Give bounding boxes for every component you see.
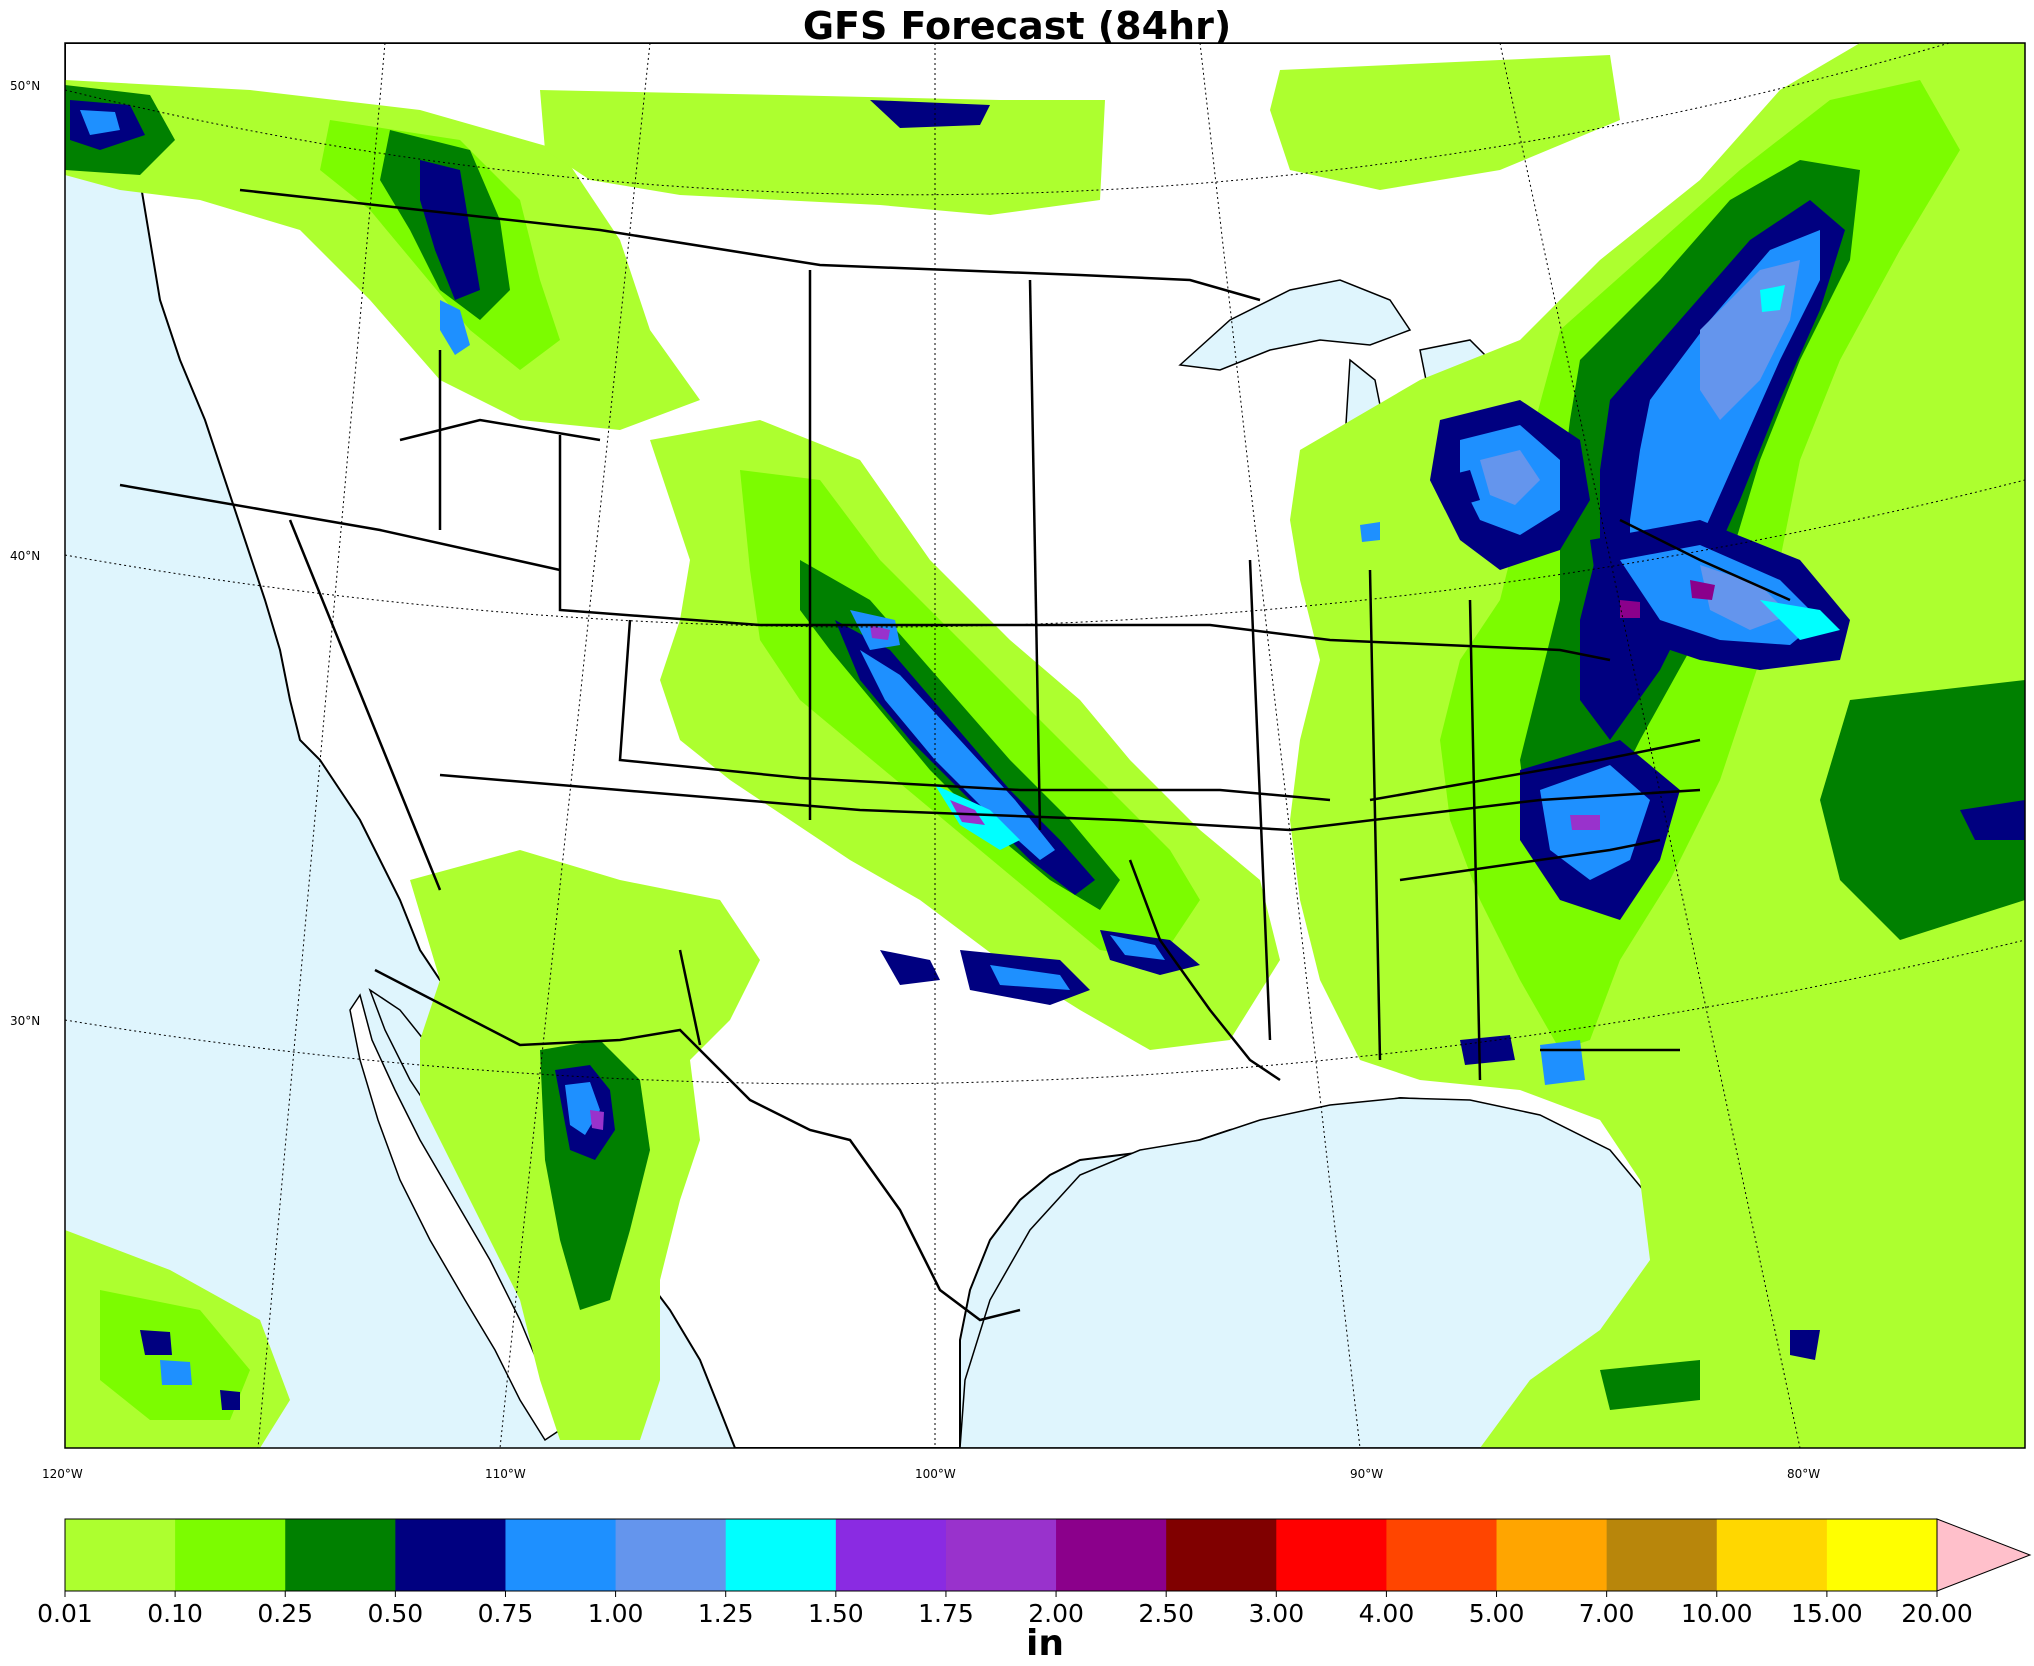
colorbar-tick-label: 0.10 [147, 1599, 203, 1628]
colorbar-tick-label: 2.50 [1138, 1599, 1194, 1628]
lon-label-100w: 100°W [915, 1467, 956, 1481]
colorbar-segment [1716, 1519, 1828, 1591]
colorbar-segment [1496, 1519, 1608, 1591]
colorbar-tick-label: 4.00 [1359, 1599, 1415, 1628]
colorbar-extend-arrow [1936, 1518, 2032, 1592]
colorbar-segment [1826, 1519, 1938, 1591]
colorbar-tick-label: 0.75 [478, 1599, 534, 1628]
graticule [65, 43, 2025, 1448]
colorbar-frame [64, 1518, 1938, 1592]
map-title: GFS Forecast (84hr) [802, 4, 1232, 48]
colorbar-segment [615, 1519, 727, 1591]
colorbar-segment [1276, 1519, 1387, 1591]
map-panel [65, 43, 2025, 1448]
colorbar-segment [395, 1519, 506, 1591]
map-frame [64, 42, 2026, 1449]
precip-shading [65, 43, 2025, 1448]
colorbar-segment [65, 1519, 176, 1591]
colorbar-segment [285, 1519, 396, 1591]
colorbar-segment [175, 1519, 286, 1591]
lon-label-110w: 110°W [485, 1467, 526, 1481]
colorbar-tick-label: 0.01 [37, 1599, 93, 1628]
colorbar-tick-label: 15.00 [1791, 1599, 1863, 1628]
colorbar-tick-label: 10.00 [1681, 1599, 1753, 1628]
colorbar-tick-label: 0.50 [368, 1599, 424, 1628]
colorbar-segment [1056, 1519, 1167, 1591]
colorbar-tick-label: 7.00 [1579, 1599, 1635, 1628]
colorbar-tick-label: 5.00 [1469, 1599, 1525, 1628]
colorbar-ticks: 0.01 0.10 0.25 0.50 0.75 1.00 1.25 1.50 1.75 2.00… [37, 1591, 1973, 1628]
colorbar-tick-label: 1.50 [808, 1599, 864, 1628]
baja-peninsula [349, 993, 561, 1442]
lat-label-30n: 30°N [10, 1014, 40, 1028]
colorbar-segment [1386, 1519, 1498, 1591]
political-borders [119, 188, 1791, 1322]
colorbar-tick-label: 1.00 [588, 1599, 644, 1628]
colorbar-segment [505, 1519, 617, 1591]
colorbar-segment [945, 1519, 1057, 1591]
colorbar-tick-label: 20.00 [1901, 1599, 1973, 1628]
colorbar-segment [1606, 1519, 1718, 1591]
lake-superior [1178, 279, 1412, 371]
colorbar-tick-label: 1.75 [918, 1599, 974, 1628]
colorbar-tick-label: 0.25 [257, 1599, 313, 1628]
colorbar-units-label: in [1026, 1623, 1064, 1664]
colorbar [64, 1518, 2032, 1592]
lon-label-90w: 90°W [1350, 1467, 1383, 1481]
colorbar-tick-label: 1.25 [698, 1599, 754, 1628]
colorbar-tick-label: 3.00 [1248, 1599, 1304, 1628]
lon-label-80w: 80°W [1787, 1467, 1820, 1481]
colorbar-segment [725, 1519, 837, 1591]
colorbar-segment [1166, 1519, 1277, 1591]
colorbar-segment [835, 1519, 947, 1591]
lon-label-120w: 120°W [42, 1467, 83, 1481]
lat-label-50n: 50°N [10, 79, 40, 93]
colorbar-tick-label: 2.00 [1028, 1599, 1084, 1628]
lat-label-40n: 40°N [10, 549, 40, 563]
